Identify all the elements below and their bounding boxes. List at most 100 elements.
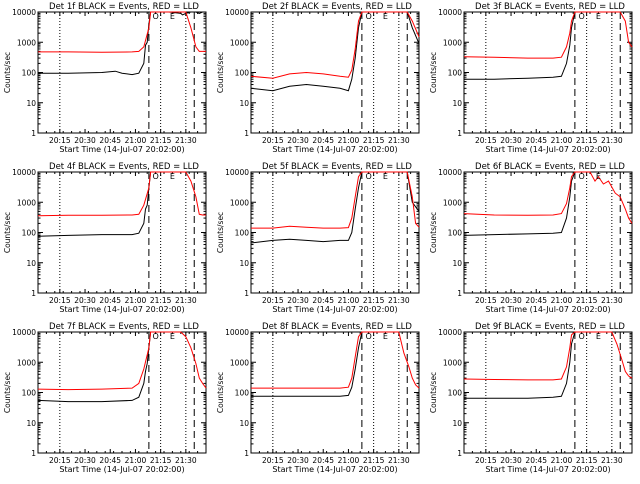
plot-frame [463, 11, 633, 134]
x-tick-label: 20:30 [74, 296, 96, 305]
y-axis-label: Counts/sec [429, 212, 438, 253]
annotation-label: E [383, 172, 388, 181]
x-tick-label: 21:00 [551, 136, 573, 145]
x-tick-label: 20:30 [74, 456, 96, 465]
y-tick-label: 1 [31, 289, 36, 298]
y-tick-label: 10 [452, 259, 462, 268]
annotation-label: E [596, 332, 601, 341]
x-tick-label: 21:15 [576, 296, 598, 305]
chart-panel: Det 7f BLACK = Events, RED = LLD 1 10 100 10… [0, 320, 213, 484]
events-series-line [37, 331, 206, 403]
chart-panel: Det 2f BLACK = Events, RED = LLD 1 10 100 10… [213, 0, 426, 164]
y-tick-label: 10000 [12, 168, 36, 177]
y-tick-label: 10000 [225, 168, 249, 177]
x-tick-label: 20:15 [49, 456, 71, 465]
lld-series-line [37, 331, 207, 391]
chart-svg: Det 3f BLACK = Events, RED = LLD 1 10 100 10… [429, 2, 633, 154]
events-series-line [463, 171, 632, 236]
x-tick-label: 20:45 [312, 136, 334, 145]
x-tick-label: 21:00 [551, 456, 573, 465]
events-series-line [38, 11, 206, 76]
x-axis-label: Start Time (14-Jul-07 20:02:00) [485, 465, 610, 474]
x-tick-label: 21:30 [175, 456, 197, 465]
y-axis-label: Counts/sec [429, 52, 438, 93]
y-tick-label: 100 [448, 229, 463, 238]
chart-svg: Det 5f BLACK = Events, RED = LLD 1 10 100 10… [216, 162, 420, 314]
x-axis-label: Start Time (14-Jul-07 20:02:00) [59, 465, 184, 474]
x-tick-label: 21:30 [175, 136, 197, 145]
annotation-label: O [152, 12, 158, 21]
y-tick-label: 10 [26, 99, 36, 108]
x-tick-label: 21:15 [150, 296, 172, 305]
x-tick-label: 21:00 [125, 456, 147, 465]
y-tick-label: 10000 [438, 168, 462, 177]
chart-panel: Det 3f BLACK = Events, RED = LLD 1 10 100 10… [426, 0, 639, 164]
y-tick-label: 1 [244, 289, 249, 298]
y-tick-label: 1000 [17, 198, 36, 207]
x-tick-label: 20:45 [99, 456, 121, 465]
x-axis-label: Start Time (14-Jul-07 20:02:00) [59, 305, 184, 314]
y-tick-label: 10 [452, 419, 462, 428]
y-tick-label: 10 [239, 259, 249, 268]
annotation-label: E [170, 172, 175, 181]
y-axis-label: Counts/sec [3, 372, 12, 413]
x-axis-label: Start Time (14-Jul-07 20:02:00) [59, 145, 184, 154]
y-tick-label: 1 [31, 449, 36, 458]
x-tick-label: 21:15 [363, 136, 385, 145]
chart-title: Det 1f BLACK = Events, RED = LLD [49, 2, 199, 12]
annotation-label: O [578, 172, 584, 181]
chart-panel: Det 5f BLACK = Events, RED = LLD 1 10 100 10… [213, 160, 426, 324]
chart-panel: Det 4f BLACK = Events, RED = LLD 1 10 100 10… [0, 160, 213, 324]
chart-panel: Det 9f BLACK = Events, RED = LLD 1 10 100 10… [426, 320, 639, 484]
annotation-label: O [365, 332, 371, 341]
x-tick-label: 21:30 [388, 136, 410, 145]
chart-svg: Det 7f BLACK = Events, RED = LLD 1 10 100 10… [3, 322, 207, 474]
lld-series-line [37, 171, 206, 217]
lld-series-line [463, 11, 633, 59]
chart-svg: Det 8f BLACK = Events, RED = LLD 1 10 100 10… [216, 322, 420, 474]
chart-title: Det 5f BLACK = Events, RED = LLD [262, 162, 412, 172]
y-tick-label: 1000 [17, 38, 36, 47]
y-axis-label: Counts/sec [429, 372, 438, 413]
y-tick-label: 10000 [438, 8, 462, 17]
x-tick-label: 20:15 [49, 136, 71, 145]
x-tick-label: 21:15 [363, 456, 385, 465]
plot-frame [37, 171, 207, 294]
x-tick-label: 20:45 [312, 296, 334, 305]
x-axis-label: Start Time (14-Jul-07 20:02:00) [485, 145, 610, 154]
y-tick-label: 1000 [17, 358, 36, 367]
x-tick-label: 21:30 [175, 296, 197, 305]
y-tick-label: 10000 [225, 328, 249, 337]
chart-panel: Det 6f BLACK = Events, RED = LLD 1 10 100 10… [426, 160, 639, 324]
x-tick-label: 20:45 [525, 456, 547, 465]
y-tick-label: 1 [457, 449, 462, 458]
y-tick-label: 1 [457, 289, 462, 298]
chart-title: Det 6f BLACK = Events, RED = LLD [475, 162, 625, 172]
y-tick-label: 100 [448, 389, 463, 398]
x-tick-label: 20:30 [500, 296, 522, 305]
y-tick-label: 1000 [443, 38, 462, 47]
y-axis-label: Counts/sec [216, 212, 225, 253]
events-series-line [464, 11, 632, 80]
annotation-label: O [578, 12, 584, 21]
chart-svg: Det 2f BLACK = Events, RED = LLD 1 10 100 10… [216, 2, 420, 154]
x-tick-label: 20:30 [287, 296, 309, 305]
annotation-label: E [383, 332, 388, 341]
chart-svg: Det 4f BLACK = Events, RED = LLD 1 10 100 10… [3, 162, 207, 314]
annotation-label: E [170, 12, 175, 21]
y-axis-label: Counts/sec [3, 212, 12, 253]
chart-panel: Det 8f BLACK = Events, RED = LLD 1 10 100 10… [213, 320, 426, 484]
y-tick-label: 10000 [12, 8, 36, 17]
y-tick-label: 1000 [443, 198, 462, 207]
x-tick-label: 20:30 [500, 456, 522, 465]
x-tick-label: 21:00 [338, 456, 360, 465]
plot-frame [250, 171, 420, 294]
y-tick-label: 100 [235, 229, 250, 238]
y-tick-label: 10 [26, 419, 36, 428]
x-tick-label: 20:30 [500, 136, 522, 145]
y-tick-label: 1000 [230, 198, 249, 207]
x-tick-label: 21:15 [576, 136, 598, 145]
x-tick-label: 20:45 [99, 136, 121, 145]
annotation-label: O [365, 172, 371, 181]
plot-frame [37, 11, 207, 134]
